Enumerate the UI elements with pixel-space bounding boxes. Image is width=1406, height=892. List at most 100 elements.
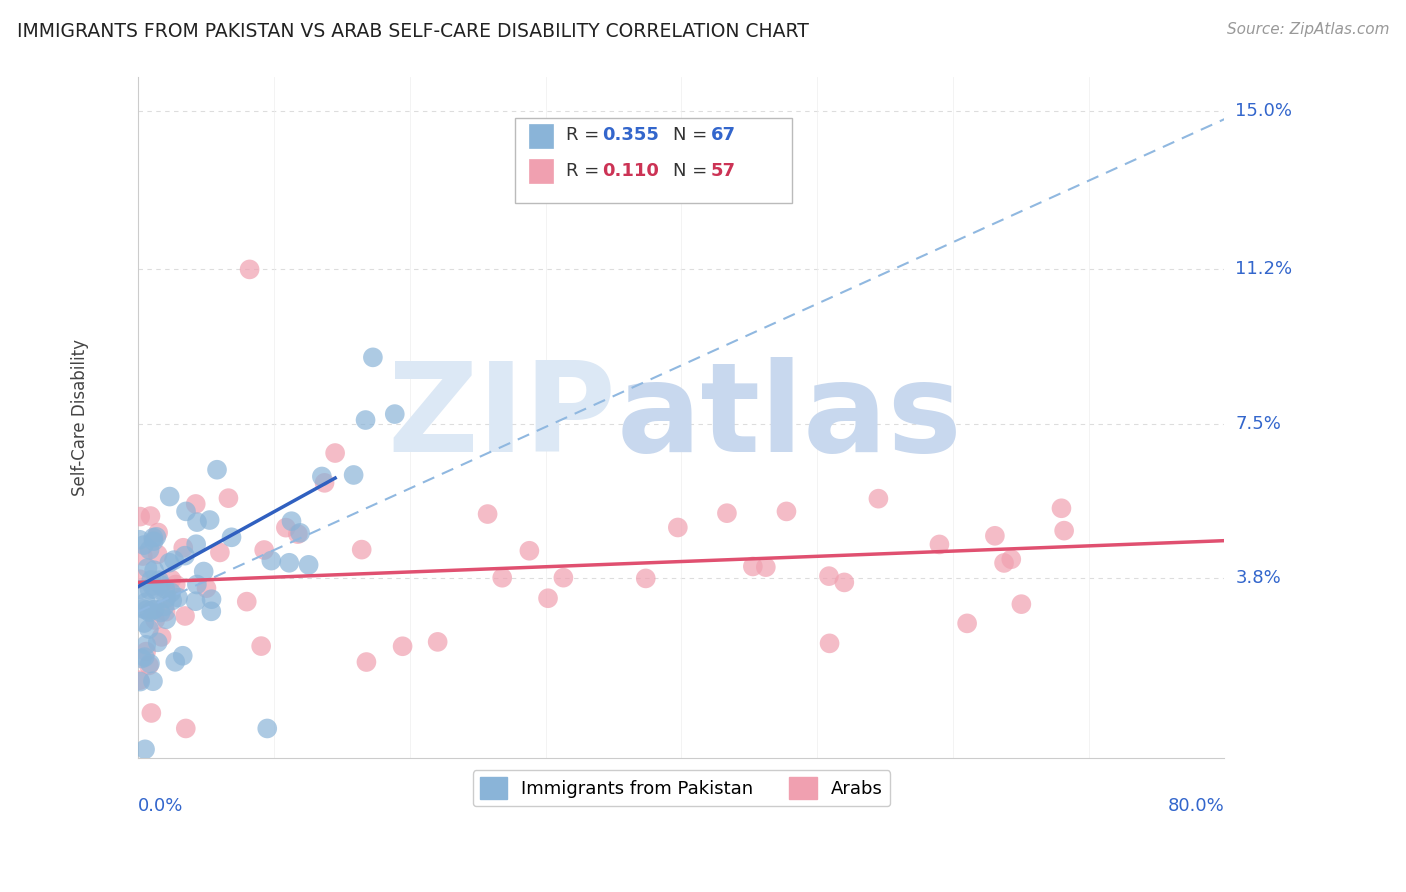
Point <box>311 469 333 483</box>
Point <box>984 529 1007 543</box>
Text: 7.5%: 7.5% <box>1236 415 1281 433</box>
Point <box>741 559 763 574</box>
Point <box>128 673 150 688</box>
Point <box>391 640 413 654</box>
Bar <box>529 124 553 147</box>
Point <box>143 563 166 577</box>
Text: IMMIGRANTS FROM PAKISTAN VS ARAB SELF-CARE DISABILITY CORRELATION CHART: IMMIGRANTS FROM PAKISTAN VS ARAB SELF-CA… <box>17 22 808 41</box>
Point <box>157 556 180 570</box>
Point <box>134 615 156 630</box>
Point <box>716 506 738 520</box>
Point <box>186 515 208 529</box>
Point <box>165 577 187 591</box>
Point <box>135 638 157 652</box>
Point <box>666 520 689 534</box>
Point <box>132 549 155 563</box>
Point <box>172 648 194 663</box>
Point <box>155 582 177 596</box>
Point <box>256 722 278 736</box>
Text: 57: 57 <box>710 162 735 180</box>
Point <box>138 658 160 673</box>
Point <box>145 530 167 544</box>
Point <box>139 509 162 524</box>
Point <box>1050 501 1073 516</box>
Text: 67: 67 <box>710 127 735 145</box>
Point <box>155 591 177 606</box>
Point <box>160 585 183 599</box>
Point <box>142 674 165 689</box>
Text: atlas: atlas <box>616 357 962 478</box>
Point <box>174 504 197 518</box>
Point <box>143 582 166 597</box>
Bar <box>529 159 553 183</box>
Point <box>134 742 156 756</box>
Point <box>139 657 162 671</box>
Point <box>200 592 222 607</box>
Text: 3.8%: 3.8% <box>1236 569 1281 587</box>
Point <box>148 573 170 587</box>
Text: N =: N = <box>672 162 713 180</box>
Point <box>193 565 215 579</box>
Point <box>142 603 165 617</box>
Point <box>134 650 156 665</box>
Point <box>186 537 208 551</box>
Point <box>146 547 169 561</box>
Point <box>956 616 979 631</box>
Legend: Immigrants from Pakistan, Arabs: Immigrants from Pakistan, Arabs <box>472 770 890 806</box>
Point <box>198 513 221 527</box>
Point <box>1000 552 1022 566</box>
Point <box>129 674 152 689</box>
Point <box>129 509 152 524</box>
Point <box>159 490 181 504</box>
Text: ZIP: ZIP <box>388 357 616 478</box>
Point <box>323 446 346 460</box>
Point <box>143 613 166 627</box>
Point <box>128 572 150 586</box>
Point <box>1053 524 1076 538</box>
Point <box>384 407 406 421</box>
Point <box>217 491 239 505</box>
Text: Source: ZipAtlas.com: Source: ZipAtlas.com <box>1226 22 1389 37</box>
Point <box>149 577 172 591</box>
Point <box>163 553 186 567</box>
Point <box>146 635 169 649</box>
Point <box>174 609 197 624</box>
Point <box>135 645 157 659</box>
Text: Self-Care Disability: Self-Care Disability <box>72 339 90 496</box>
Point <box>253 543 276 558</box>
Point <box>491 571 513 585</box>
Point <box>155 605 177 619</box>
Point <box>160 593 183 607</box>
Point <box>755 560 778 574</box>
Point <box>280 514 302 528</box>
Point <box>150 630 173 644</box>
Point <box>195 581 218 595</box>
Text: 0.355: 0.355 <box>602 127 659 145</box>
Point <box>160 573 183 587</box>
Point <box>129 582 152 597</box>
Point <box>132 538 155 552</box>
Point <box>260 553 283 567</box>
Point <box>153 599 176 614</box>
Point <box>354 413 377 427</box>
Point <box>138 582 160 597</box>
Point <box>278 556 301 570</box>
Point <box>775 504 797 518</box>
FancyBboxPatch shape <box>515 119 792 203</box>
Point <box>1010 597 1032 611</box>
Point <box>553 571 575 585</box>
Point <box>221 530 243 544</box>
Text: 0.0%: 0.0% <box>138 797 184 814</box>
Point <box>361 351 384 365</box>
Point <box>356 655 378 669</box>
Point <box>136 561 159 575</box>
Point <box>141 573 163 587</box>
Text: N =: N = <box>672 127 713 145</box>
Point <box>350 542 373 557</box>
Point <box>208 545 231 559</box>
Point <box>274 521 297 535</box>
Point <box>142 531 165 545</box>
Text: 80.0%: 80.0% <box>1167 797 1225 814</box>
Point <box>184 497 207 511</box>
Point <box>186 577 208 591</box>
